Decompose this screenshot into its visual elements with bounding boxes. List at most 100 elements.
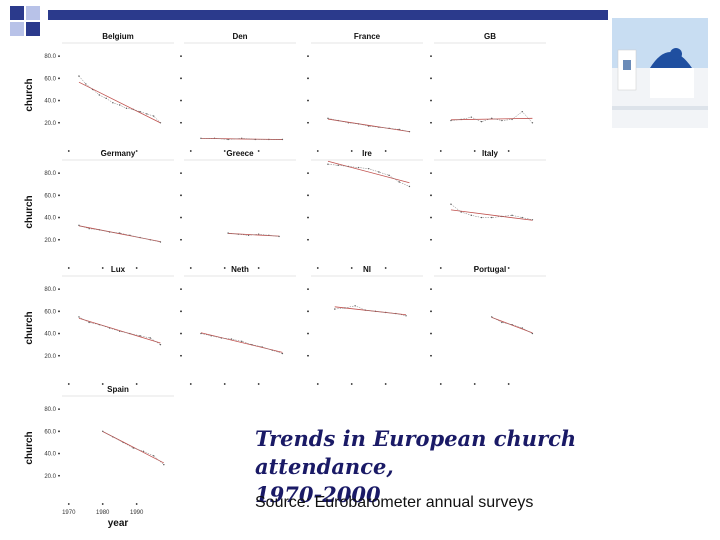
x-tick-mark [473, 267, 476, 269]
y-tick-mark [430, 238, 432, 241]
y-tick-mark [180, 55, 182, 58]
y-tick-mark [58, 172, 60, 175]
x-tick-mark [350, 150, 353, 152]
y-tick-label: 20.0 [44, 474, 56, 480]
panel-title: Germany [101, 149, 136, 158]
y-tick-mark [58, 430, 60, 433]
y-tick-mark [58, 474, 60, 477]
y-tick-mark [430, 172, 432, 175]
x-tick-mark [384, 383, 387, 385]
y-tick-mark [180, 121, 182, 124]
y-tick-mark [58, 354, 60, 357]
trend-line [78, 317, 161, 344]
y-tick-label: 40.0 [44, 99, 56, 105]
y-tick-mark [307, 194, 309, 197]
y-tick-mark [430, 77, 432, 80]
x-tick-mark [135, 150, 138, 152]
header-square [26, 22, 40, 36]
header-decoration [10, 6, 608, 36]
series-line [327, 163, 410, 187]
x-tick-mark [473, 383, 476, 385]
y-tick-mark [58, 452, 60, 455]
trend-line [450, 209, 533, 221]
panel-title: Greece [226, 149, 254, 158]
y-tick-mark [58, 408, 60, 411]
x-tick-mark [473, 150, 476, 152]
panel-title: GB [484, 32, 496, 41]
x-tick-mark [439, 150, 442, 152]
x-tick-mark [189, 150, 192, 152]
series-line [491, 316, 533, 334]
y-axis-label: church [24, 311, 35, 344]
y-tick-mark [58, 121, 60, 124]
x-tick-mark [507, 383, 510, 385]
x-tick-mark [101, 150, 104, 152]
panel-title: NI [363, 265, 371, 274]
y-tick-label: 20.0 [44, 121, 56, 127]
panel-title: Portugal [474, 265, 506, 274]
x-tick-label: 1970 [62, 510, 76, 516]
panel-title: Lux [111, 265, 126, 274]
header-square [10, 6, 24, 20]
photo-building [650, 68, 694, 98]
y-tick-label: 60.0 [44, 76, 56, 82]
series-line [228, 232, 280, 237]
y-tick-mark [430, 354, 432, 357]
x-tick-mark [316, 267, 319, 269]
trend-line [327, 118, 410, 133]
data-point [240, 340, 243, 343]
y-tick-mark [307, 354, 309, 357]
y-tick-mark [307, 55, 309, 58]
data-point [511, 214, 513, 217]
y-tick-mark [307, 99, 309, 102]
series-line [334, 305, 407, 317]
y-tick-mark [430, 99, 432, 102]
y-tick-mark [58, 238, 60, 241]
trend-line [78, 81, 161, 124]
x-tick-label: 1990 [130, 510, 144, 516]
header-square [26, 6, 40, 20]
x-tick-mark [189, 267, 192, 269]
photo-railing [612, 106, 708, 110]
y-tick-mark [307, 288, 309, 291]
y-tick-label: 20.0 [44, 354, 56, 360]
data-point [490, 216, 493, 219]
trend-line [491, 316, 533, 334]
y-tick-mark [58, 332, 60, 335]
y-tick-mark [180, 310, 182, 313]
series-line [327, 118, 410, 132]
photo-dome [650, 52, 692, 68]
x-tick-label: 1980 [96, 510, 110, 516]
panel-title: Den [232, 32, 247, 41]
trend-line [327, 160, 410, 184]
x-tick-mark [384, 150, 387, 152]
y-tick-mark [180, 238, 182, 241]
slide-caption: Trends in European church attendance, 19… [255, 425, 695, 509]
x-tick-mark [223, 150, 226, 152]
caption-line-2: 1970-2000 [255, 482, 381, 507]
series-line [78, 316, 161, 345]
photo-tower-window [623, 60, 631, 70]
y-tick-label: 80.0 [44, 407, 56, 413]
x-tick-mark [350, 267, 353, 269]
y-tick-mark [430, 288, 432, 291]
y-tick-label: 60.0 [44, 193, 56, 199]
panel-title: Belgium [102, 32, 134, 41]
x-tick-mark [257, 150, 260, 152]
y-tick-label: 40.0 [44, 216, 56, 222]
panel-title: Ire [362, 149, 372, 158]
y-tick-mark [430, 332, 432, 335]
y-tick-mark [58, 99, 60, 102]
data-point [139, 335, 141, 337]
y-tick-mark [307, 121, 309, 124]
y-tick-mark [180, 194, 182, 197]
x-tick-mark [67, 503, 70, 505]
trend-line [200, 332, 283, 353]
y-tick-mark [58, 194, 60, 197]
panel-title: Spain [107, 385, 129, 394]
series-line [78, 75, 161, 123]
x-tick-mark [67, 150, 70, 152]
x-tick-mark [101, 267, 104, 269]
x-tick-mark [257, 383, 260, 385]
